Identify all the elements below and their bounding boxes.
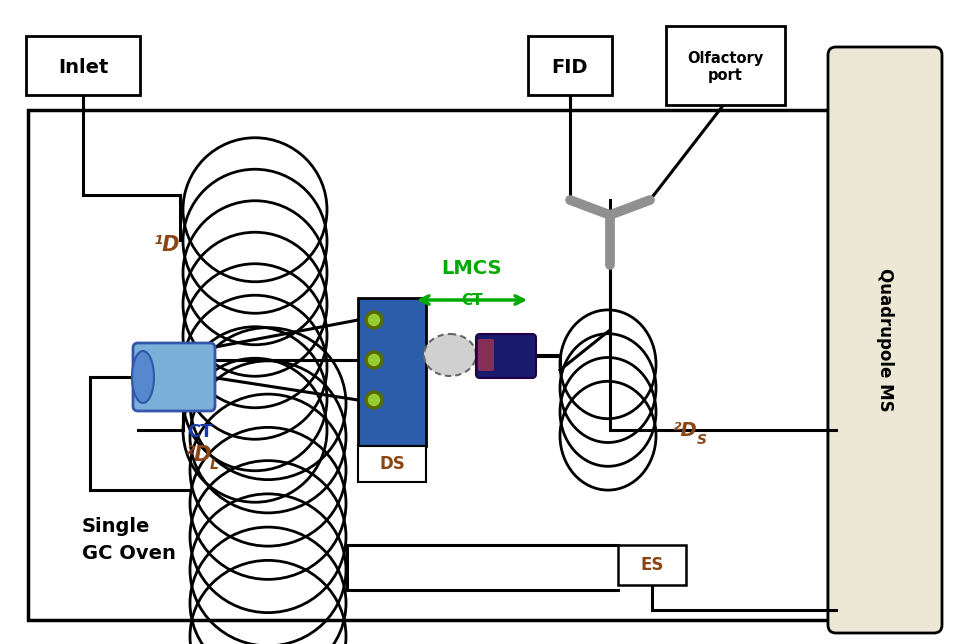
Circle shape (365, 351, 382, 369)
Text: Inlet: Inlet (58, 57, 108, 77)
Text: CT: CT (187, 423, 213, 441)
Circle shape (365, 391, 382, 409)
Text: Olfactory
port: Olfactory port (686, 51, 762, 83)
Text: DS: DS (378, 455, 404, 473)
Text: S: S (697, 433, 706, 447)
FancyBboxPatch shape (827, 47, 941, 633)
FancyBboxPatch shape (477, 339, 494, 371)
FancyBboxPatch shape (357, 446, 426, 482)
FancyBboxPatch shape (26, 36, 140, 95)
Circle shape (368, 314, 379, 325)
Text: Single
GC Oven: Single GC Oven (82, 517, 175, 563)
FancyBboxPatch shape (665, 26, 784, 105)
FancyBboxPatch shape (357, 298, 426, 446)
FancyBboxPatch shape (618, 545, 685, 585)
Text: L: L (210, 458, 218, 472)
Text: ES: ES (639, 556, 663, 574)
Text: ¹D: ¹D (153, 235, 180, 255)
Text: Quadrupole MS: Quadrupole MS (875, 268, 893, 412)
Circle shape (368, 354, 379, 366)
FancyBboxPatch shape (132, 343, 214, 411)
Text: ²D: ²D (671, 421, 696, 439)
FancyBboxPatch shape (527, 36, 612, 95)
Circle shape (368, 395, 379, 406)
FancyBboxPatch shape (28, 110, 827, 620)
Text: FID: FID (551, 57, 588, 77)
Text: ²D: ²D (185, 445, 212, 465)
Ellipse shape (132, 351, 153, 403)
Text: CT: CT (460, 292, 482, 307)
Ellipse shape (423, 334, 476, 376)
Circle shape (365, 311, 382, 329)
FancyBboxPatch shape (476, 334, 536, 378)
Text: LMCS: LMCS (441, 258, 501, 278)
